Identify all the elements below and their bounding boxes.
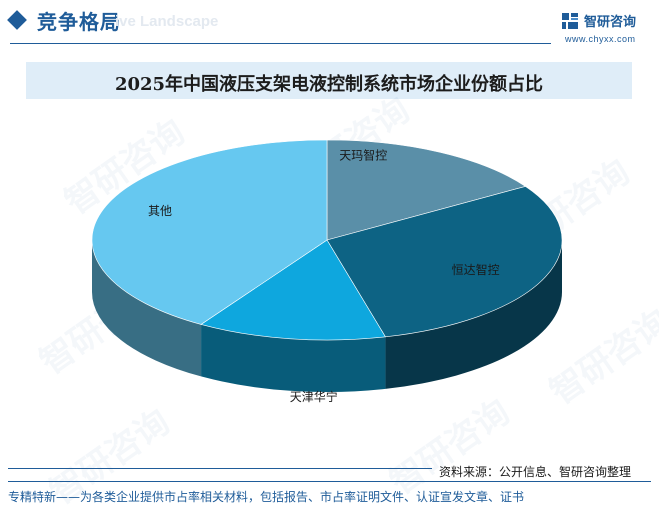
section-subtitle: ive Landscape — [115, 13, 219, 30]
slice-label: 天玛智控 — [339, 147, 387, 162]
pie-slice-side — [385, 240, 562, 389]
data-source: 资料来源：公开信息、智研咨询整理 — [439, 465, 632, 479]
pie-slice-side — [92, 240, 202, 377]
pie-slice — [326, 139, 527, 241]
pie-slice-side — [201, 324, 386, 393]
brand-url: www.chyxx.com — [565, 34, 636, 44]
pie-slice — [91, 139, 328, 325]
chyxx-logo-icon — [562, 13, 578, 29]
slice-label: 恒达智控 — [452, 262, 500, 277]
brand-name: 智研咨询 — [584, 15, 637, 30]
slice-label: 其他 — [148, 204, 172, 218]
slice-label: 天津华宁 — [290, 389, 338, 404]
chart-title: 2025年中国液压支架电液控制系统市场企业份额占比 — [114, 74, 544, 95]
pie-slice — [200, 239, 386, 341]
header-divider — [10, 43, 551, 44]
footer-divider — [8, 468, 432, 469]
pie-slice — [326, 186, 563, 338]
chart-title-band: 2025年中国液压支架电液控制系统市场企业份额占比 — [26, 62, 632, 99]
section-title: 竞争格局 — [37, 10, 121, 34]
footer-note: 专精特新——为各类企业提供市占率相关材料，包括报告、市占率证明文件、认证宣发文章… — [8, 490, 525, 504]
header: 竞争格局 ive Landscape 智研咨询 www.chyxx.com — [0, 0, 659, 50]
footer-divider — [8, 481, 651, 482]
diamond-icon — [7, 10, 27, 30]
